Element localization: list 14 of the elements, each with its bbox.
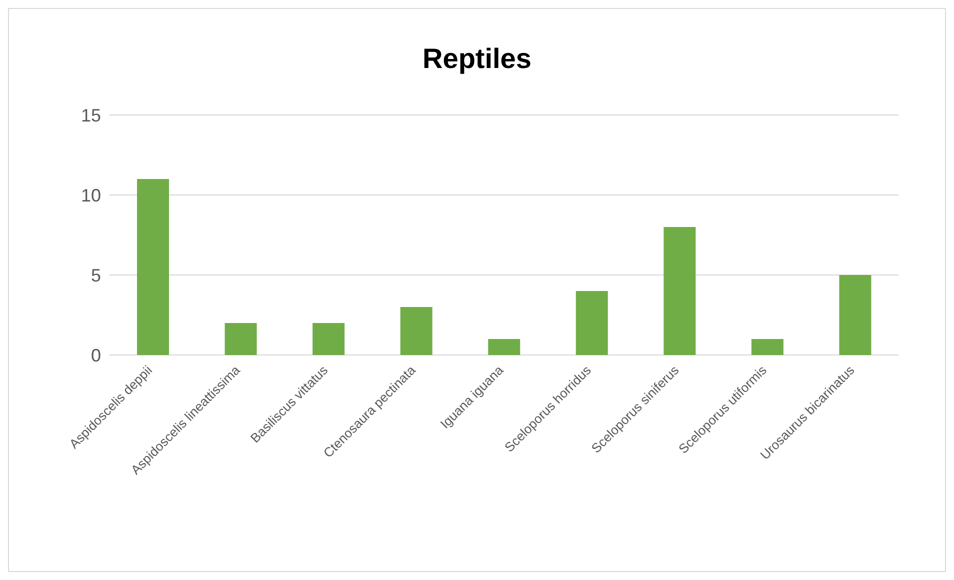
bar xyxy=(839,275,872,355)
bar xyxy=(224,323,257,355)
y-tick-label: 10 xyxy=(80,185,101,206)
bar xyxy=(137,179,169,355)
y-tick-label: 0 xyxy=(90,345,101,366)
bar xyxy=(488,339,520,355)
bar xyxy=(751,339,784,355)
y-tick-label: 5 xyxy=(90,265,101,286)
bar xyxy=(312,323,345,355)
chart-title: Reptiles xyxy=(422,43,532,75)
bar xyxy=(400,307,432,355)
y-tick-label: 15 xyxy=(80,105,101,126)
bar xyxy=(576,291,608,355)
bar xyxy=(664,227,696,355)
